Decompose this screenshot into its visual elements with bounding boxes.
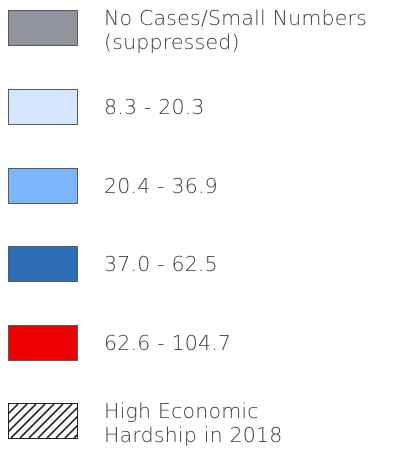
legend-label-line: 8.3 - 20.3 xyxy=(104,95,205,119)
legend-label-range-2: 20.4 - 36.9 xyxy=(104,174,218,198)
hatch-line xyxy=(64,424,77,438)
legend-label-range-4: 62.6 - 104.7 xyxy=(104,331,231,355)
legend-label-line: No Cases/Small Numbers xyxy=(104,6,368,30)
legend-label-line: 62.6 - 104.7 xyxy=(104,331,232,355)
legend-swatch-suppressed xyxy=(8,10,78,46)
hatch-line xyxy=(9,404,28,424)
legend-label-range-3: 37.0 - 62.5 xyxy=(104,252,218,276)
hatch-line xyxy=(9,404,37,433)
legend-swatch-range-3 xyxy=(8,246,78,282)
legend-label-line: Hardship in 2018 xyxy=(104,423,283,447)
legend-swatch-range-2 xyxy=(8,168,78,204)
hatch-line xyxy=(46,406,77,438)
legend-label-range-1: 8.3 - 20.3 xyxy=(104,95,205,119)
hatch-line xyxy=(37,404,73,438)
hatch-line xyxy=(10,404,46,438)
legend-swatch-range-1 xyxy=(8,89,78,125)
hatch-line xyxy=(55,415,77,438)
hatch-line xyxy=(28,404,64,438)
legend-label-line: 37.0 - 62.5 xyxy=(104,252,218,276)
legend-label-line: High Economic xyxy=(104,399,259,423)
legend-label-line: (suppressed) xyxy=(104,30,240,54)
legend-label-line: 20.4 - 36.9 xyxy=(104,174,218,198)
diagonal-hatch-pattern xyxy=(9,404,77,438)
legend-label-hardship: High Economic Hardship in 2018 xyxy=(104,399,283,447)
hatch-line xyxy=(9,404,19,415)
legend-label-suppressed: No Cases/Small Numbers (suppressed) xyxy=(104,6,367,54)
hatch-line xyxy=(19,404,55,438)
legend-swatch-range-4 xyxy=(8,325,78,361)
legend-swatch-hardship xyxy=(8,403,78,439)
